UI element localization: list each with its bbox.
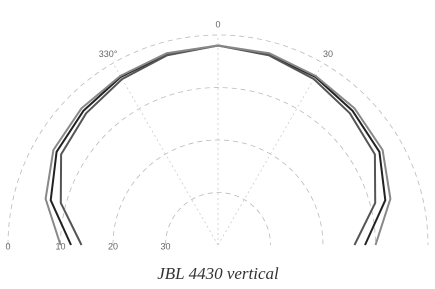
theta-tick-label: 0 <box>215 19 220 29</box>
r-tick-label: 0 <box>5 241 10 251</box>
r-tick-label: 30 <box>160 241 170 251</box>
caption: JBL 4430 vertical <box>157 264 279 283</box>
r-tick-label: 20 <box>108 241 118 251</box>
chart: JBL 4430 vertical 3020100330°030 <box>0 0 435 289</box>
theta-tick-label: 330° <box>99 49 118 59</box>
theta-tick-label: 30 <box>323 49 333 59</box>
